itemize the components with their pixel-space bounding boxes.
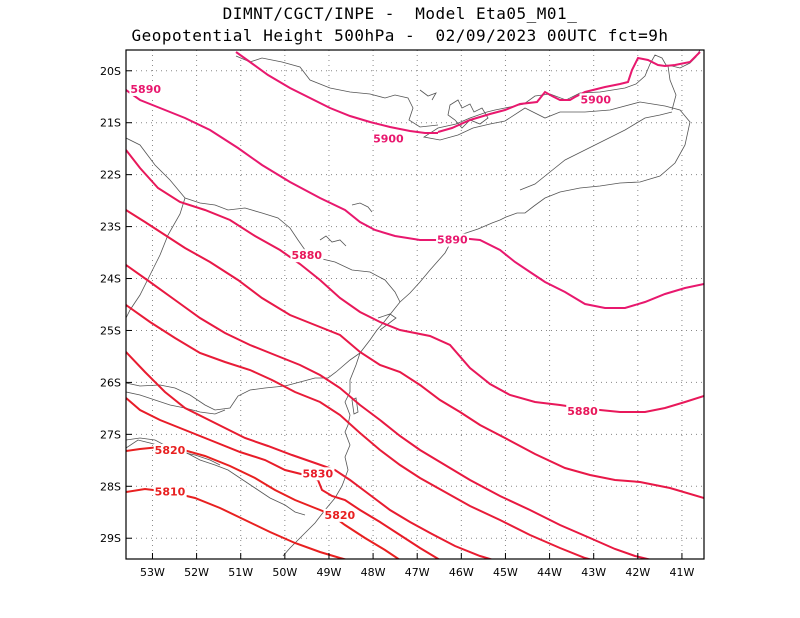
contour-label-bg xyxy=(301,467,335,481)
contour-5840 xyxy=(126,351,494,559)
lake-small-2 xyxy=(319,235,347,247)
lon-tick-label: 42W xyxy=(625,566,650,579)
contour-label: 5880 xyxy=(567,405,598,418)
lat-lon-grid xyxy=(126,50,704,559)
lake-small-1 xyxy=(419,89,437,101)
lon-tick-label: 46W xyxy=(449,566,474,579)
border-mg-sp xyxy=(235,55,439,128)
lat-tick-label: 24S xyxy=(100,273,121,286)
contour-5860 xyxy=(126,264,652,559)
border-pr-sc xyxy=(126,352,361,411)
contour-5900-east xyxy=(437,51,701,133)
contour-labels: 5900 5900 5890 5890 5880 5880 5830 5820 5820 5810 xyxy=(129,82,613,522)
lon-tick-label: 45W xyxy=(493,566,518,579)
lat-tick-label: 22S xyxy=(100,169,121,182)
contour-5880 xyxy=(126,149,704,413)
lon-tick-label: 53W xyxy=(140,566,165,579)
lon-tick-label: 43W xyxy=(581,566,606,579)
lat-tick-label: 20S xyxy=(100,65,121,78)
contour-label-bg xyxy=(290,249,324,263)
lat-tick-label: 26S xyxy=(100,376,121,389)
border-mg-es xyxy=(667,65,677,111)
geographic-boundaries xyxy=(126,50,701,557)
contour-label: 5890 xyxy=(437,234,468,247)
contour-label-bg xyxy=(372,132,406,146)
contour-label-bg xyxy=(579,93,613,107)
border-argentina xyxy=(126,391,226,415)
contour-label: 5890 xyxy=(130,83,161,96)
lon-tick-label: 52W xyxy=(184,566,209,579)
lat-tick-label: 23S xyxy=(100,221,121,234)
border-mg-rj xyxy=(519,111,673,191)
plot-frame xyxy=(125,49,705,560)
lon-tick-label: 51W xyxy=(228,566,253,579)
contour-5890 xyxy=(126,89,704,309)
contours xyxy=(126,51,704,559)
lagoa-dos-patos xyxy=(377,313,397,331)
border-sc-rs xyxy=(126,437,306,516)
contour-label-bg xyxy=(129,82,163,96)
border-sp-ms xyxy=(126,137,186,199)
contour-label-bg xyxy=(323,508,357,522)
contour-label-bg xyxy=(153,443,187,457)
lake-furnas xyxy=(447,99,489,129)
contour-label-bg xyxy=(436,233,470,247)
lake-small-3 xyxy=(351,202,373,213)
contour-5900-west xyxy=(235,51,438,134)
contour-label: 5900 xyxy=(580,93,611,106)
contour-5870 xyxy=(126,209,704,499)
lon-tick-label: 41W xyxy=(670,566,695,579)
title-line-1: DIMNT/CGCT/INPE - Model Eta05_M01_ xyxy=(222,4,578,23)
title-line-2: Geopotential Height 500hPa - 02/09/2023 … xyxy=(131,26,669,45)
island-sc xyxy=(351,397,359,415)
lat-tick-label: 28S xyxy=(100,480,121,493)
lat-tick-label: 29S xyxy=(100,532,121,545)
contour-label-bg xyxy=(153,485,187,499)
contour-label: 5810 xyxy=(155,485,186,498)
contour-5850 xyxy=(126,304,593,559)
lat-tick-label: 25S xyxy=(100,324,121,337)
lon-tick-label: 50W xyxy=(272,566,297,579)
contour-label: 5880 xyxy=(291,249,322,262)
lat-tick-label: 21S xyxy=(100,117,121,130)
lat-tick-label: 27S xyxy=(100,428,121,441)
lon-tick-label: 49W xyxy=(317,566,342,579)
contour-label: 5820 xyxy=(155,444,186,457)
contour-label: 5830 xyxy=(302,467,333,480)
contour-5830 xyxy=(126,397,441,559)
lon-tick-label: 47W xyxy=(405,566,430,579)
lon-tick-label: 48W xyxy=(361,566,386,579)
contour-5820 xyxy=(126,445,401,559)
contour-label-bg xyxy=(566,404,600,418)
contour-label: 5820 xyxy=(325,509,356,522)
border-pr-west xyxy=(126,197,186,319)
axis-ticks: 53W 52W 51W 50W 49W 48W 47W 46W 45W 44W 43W 42W 41W 2… xyxy=(100,65,694,579)
border-pr-sp xyxy=(184,197,401,303)
lon-tick-label: 44W xyxy=(537,566,562,579)
contour-label: 5900 xyxy=(373,132,404,145)
